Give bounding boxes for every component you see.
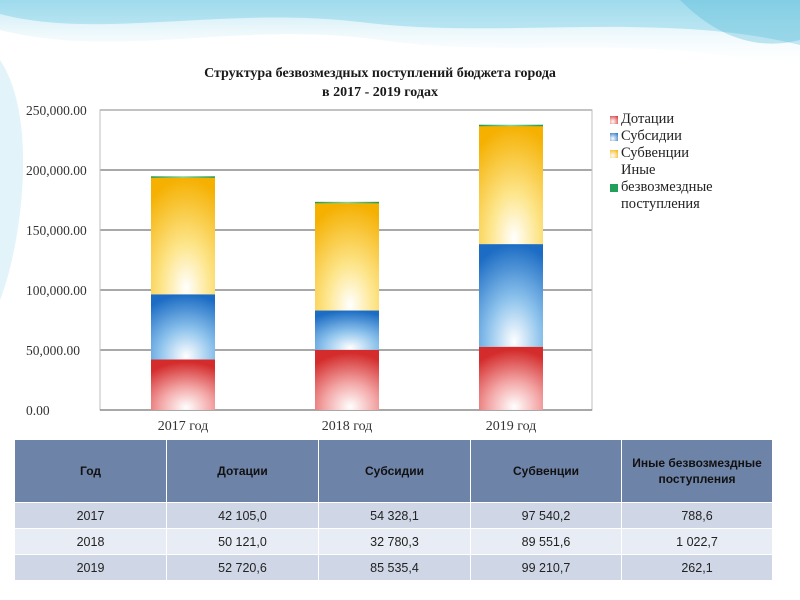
table-row: 2018 50 121,0 32 780,3 89 551,6 1 022,7 [14, 528, 773, 555]
table-cell: 89 551,6 [470, 528, 622, 555]
stacked-bar-chart: 0.00 50,000.00 100,000.00 150,000.00 200,000… [26, 103, 593, 434]
x-tick-label: 2019 год [486, 419, 537, 434]
y-tick-label: 0.00 [26, 403, 50, 418]
legend-swatch-dotatsii [610, 116, 618, 124]
legend-label: Субвенции [621, 145, 689, 161]
bar-segment-subsidii [151, 294, 215, 360]
legend-item-subsidii: Субсидии [608, 128, 758, 145]
legend-item-subventsii: Субвенции [608, 145, 758, 162]
legend-label: Иные [621, 162, 656, 178]
chart-title: Структура безвозмездных поступлений бюдж… [120, 64, 640, 102]
bar-segment-subventsii [315, 203, 379, 311]
table-cell: 52 720,6 [166, 554, 319, 581]
chart-legend: Дотации Субсидии Субвенции Иные безвозме… [608, 111, 758, 213]
table-header-cell: Год [14, 439, 167, 503]
bar-segment-dotatsii [479, 346, 543, 410]
legend-item-inye-line3: поступления [608, 196, 758, 213]
bar-segment-subsidii [315, 310, 379, 350]
bar-segment-inye [479, 124, 543, 127]
label-layer: 0.00 50,000.00 100,000.00 150,000.00 200,000… [26, 103, 536, 434]
bar-segment-dotatsii [315, 349, 379, 410]
table-cell: 788,6 [621, 502, 773, 529]
bar-segment-subsidii [479, 244, 543, 347]
y-tick-label: 50,000.00 [26, 343, 80, 358]
legend-swatch-subsidii [610, 133, 618, 141]
chart-title-line-1: Структура безвозмездных поступлений бюдж… [204, 66, 556, 81]
y-tick-label: 150,000.00 [26, 223, 87, 238]
legend-label: Дотации [621, 111, 675, 127]
table-header-row: Год Дотации Субсидии Субвенции Иные безв… [14, 439, 773, 503]
bar-segment-inye [315, 201, 379, 204]
bar-segment-inye [151, 176, 215, 178]
y-tick-label: 100,000.00 [26, 283, 87, 298]
table-row: 2017 42 105,0 54 328,1 97 540,2 788,6 [14, 502, 773, 529]
legend-label: поступления [621, 196, 700, 212]
table-cell: 54 328,1 [318, 502, 471, 529]
table-cell: 99 210,7 [470, 554, 622, 581]
legend-label: безвозмездные [621, 179, 713, 195]
table-header-cell: Дотации [166, 439, 319, 503]
table-cell: 32 780,3 [318, 528, 471, 555]
legend-swatch-subventsii [610, 150, 618, 158]
table-row: 2019 52 720,6 85 535,4 99 210,7 262,1 [14, 554, 773, 581]
legend-label: Субсидии [621, 128, 682, 144]
bar-segment-dotatsii [151, 359, 215, 410]
bar-segment-subventsii [479, 125, 543, 245]
table-cell: 2019 [14, 554, 167, 581]
y-tick-label: 250,000.00 [26, 103, 87, 118]
legend-item-inye-line1: Иные [608, 162, 758, 179]
legend-swatch-inye [610, 184, 618, 192]
table-header-cell: Субсидии [318, 439, 471, 503]
table-cell: 2018 [14, 528, 167, 555]
table-cell: 85 535,4 [318, 554, 471, 581]
table-cell: 97 540,2 [470, 502, 622, 529]
chart-title-line-2: в 2017 - 2019 годах [322, 85, 438, 100]
table-cell: 1 022,7 [621, 528, 773, 555]
table-cell: 42 105,0 [166, 502, 319, 529]
table-header-cell: Иные безвозмездные поступления [621, 439, 773, 503]
x-tick-label: 2017 год [158, 419, 209, 434]
x-tick-label: 2018 год [322, 419, 373, 434]
legend-item-dotatsii: Дотации [608, 111, 758, 128]
bar-layer [151, 124, 543, 410]
bar-segment-subventsii [151, 177, 215, 295]
y-tick-label: 200,000.00 [26, 163, 87, 178]
table-cell: 2017 [14, 502, 167, 529]
data-table: Год Дотации Субсидии Субвенции Иные безв… [14, 439, 773, 581]
legend-item-inye-line2: безвозмездные [608, 179, 758, 196]
table-cell: 262,1 [621, 554, 773, 581]
table-header-cell: Субвенции [470, 439, 622, 503]
table-cell: 50 121,0 [166, 528, 319, 555]
